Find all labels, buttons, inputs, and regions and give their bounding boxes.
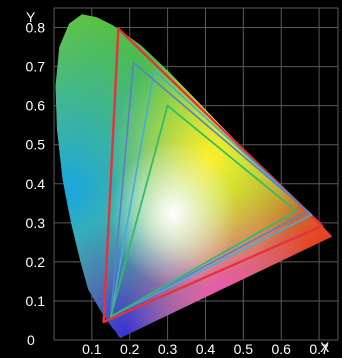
locus-gradient-6 <box>55 14 333 338</box>
y-tick-label-2: 0.3 <box>26 215 46 231</box>
x-tick-label-5: 0.6 <box>271 341 291 357</box>
y-tick-label-0: 0.1 <box>26 293 46 309</box>
origin-label: 0 <box>27 332 35 348</box>
y-tick-label-4: 0.5 <box>26 137 46 153</box>
gamut-triangle-2 <box>110 61 309 318</box>
y-tick-label-1: 0.2 <box>26 254 46 270</box>
x-tick-label-0: 0.1 <box>82 341 102 357</box>
x-tick-label-4: 0.5 <box>234 341 254 357</box>
y-axis-label: Y <box>26 9 36 25</box>
y-tick-label-6: 0.7 <box>26 59 46 75</box>
gamut-triangles <box>102 27 324 324</box>
x-tick-label-3: 0.4 <box>196 341 216 357</box>
tick-labels: 0.1 0.2 0.3 0.4 0.5 0.6 0.7 0.1 0.2 0.3 0.4 0.5 0.6 0… <box>26 20 329 357</box>
x-tick-label-1: 0.2 <box>120 341 140 357</box>
gamut-triangle-1 <box>110 69 313 318</box>
y-tick-label-7: 0.8 <box>26 20 46 36</box>
spectral-locus <box>55 14 333 338</box>
x-tick-label-6: 0.7 <box>309 341 329 357</box>
gamut-triangle-4 <box>110 104 298 318</box>
x-axis-label: X <box>320 339 330 355</box>
locus-fill <box>55 14 333 338</box>
y-tick-label-3: 0.4 <box>26 176 46 192</box>
y-tick-label-5: 0.6 <box>26 98 46 114</box>
gamut-triangle-0 <box>102 27 324 324</box>
x-tick-label-2: 0.3 <box>158 341 178 357</box>
